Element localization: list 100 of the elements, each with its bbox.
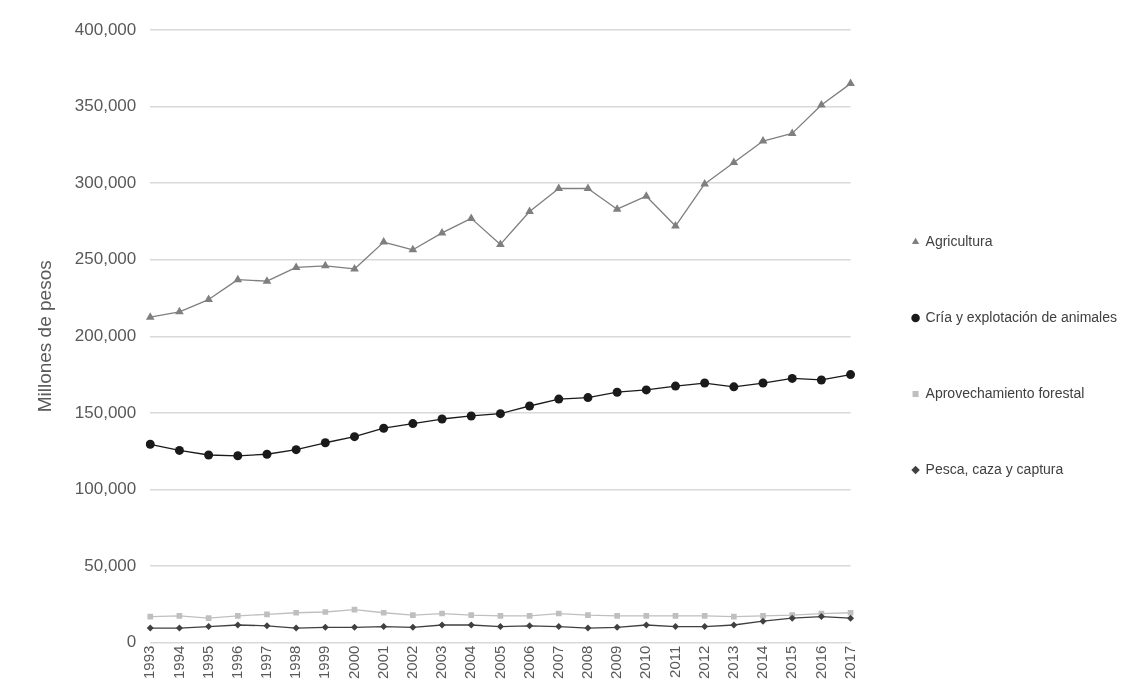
point (350, 263, 359, 272)
legend-label: Agricultura (925, 232, 993, 249)
x-tick-label: 2007 (548, 645, 566, 680)
point (146, 624, 154, 632)
point (234, 613, 241, 619)
point (497, 613, 504, 619)
x-tick-label: 1996 (227, 645, 245, 680)
point (264, 611, 270, 618)
x-tick-label: 2017 (840, 645, 858, 680)
point (760, 613, 766, 619)
point (437, 414, 447, 424)
x-tick-label: 2000 (344, 645, 362, 680)
point (176, 613, 183, 619)
point (555, 610, 562, 617)
x-tick-label: 2010 (636, 645, 654, 680)
point (292, 624, 300, 632)
point (817, 613, 825, 621)
x-tick-label: 2011 (665, 645, 683, 678)
x-tick-label: 2009 (607, 645, 625, 680)
point (787, 373, 797, 383)
point (408, 419, 418, 429)
y-tick-label: 250,000 (74, 249, 137, 269)
point (729, 382, 739, 392)
x-tick-label: 2005 (490, 645, 508, 680)
point (817, 100, 826, 108)
point (700, 378, 710, 388)
point (291, 445, 301, 455)
point (583, 393, 593, 403)
point (613, 623, 621, 631)
y-tick-label: 350,000 (74, 96, 137, 116)
x-tick-label: 1993 (140, 645, 158, 680)
point (233, 451, 243, 461)
point (466, 411, 476, 421)
point (291, 262, 301, 270)
legend-label: Pesca, caza y captura (925, 460, 1064, 477)
point (671, 623, 679, 631)
point (351, 623, 359, 631)
x-tick-label: 1995 (198, 645, 216, 680)
point (758, 378, 768, 388)
legend-label: Aprovechamiento forestal (925, 384, 1085, 401)
point (670, 381, 680, 391)
point (262, 276, 272, 284)
legend-label: Cría y explotación de animales (925, 308, 1117, 325)
point (379, 423, 389, 433)
y-axis-title: Millones de pesos (33, 260, 55, 413)
point (147, 613, 154, 620)
point (758, 136, 768, 144)
point (145, 312, 155, 320)
point (233, 274, 243, 283)
point (614, 613, 620, 619)
point (175, 624, 183, 632)
point (293, 609, 299, 616)
point (730, 621, 738, 629)
x-tick-label: 2003 (432, 645, 450, 680)
point (585, 612, 591, 618)
point (262, 449, 272, 459)
point (787, 128, 797, 136)
point (731, 613, 737, 620)
point (816, 375, 826, 385)
point (583, 183, 593, 192)
point (468, 612, 475, 618)
point (234, 621, 242, 629)
point (321, 623, 329, 631)
point (525, 401, 535, 411)
x-tick-label: 2004 (461, 645, 479, 680)
point (701, 613, 708, 619)
x-tick-label: 2001 (373, 645, 391, 680)
y-tick-label: 50,000 (84, 555, 137, 575)
point (847, 609, 854, 616)
y-tick-label: 0 (126, 632, 137, 652)
point (612, 387, 622, 397)
point (729, 157, 739, 165)
y-tick-label: 100,000 (74, 479, 137, 499)
point (526, 613, 533, 619)
point (641, 385, 651, 395)
x-tick-label: 1998 (286, 645, 304, 680)
x-tick-label: 1997 (257, 645, 275, 680)
point (322, 609, 329, 615)
point (350, 432, 360, 442)
point (642, 621, 650, 629)
point (408, 244, 418, 253)
point (526, 622, 534, 630)
point (175, 306, 184, 315)
point (643, 613, 650, 619)
point (496, 239, 505, 247)
point (438, 621, 446, 629)
point (439, 610, 445, 617)
point (204, 294, 213, 303)
point (205, 615, 212, 621)
point (174, 445, 184, 455)
x-tick-label: 2008 (578, 645, 596, 680)
point (466, 213, 476, 221)
point (495, 409, 505, 419)
point (788, 614, 796, 622)
point (380, 623, 388, 631)
point (525, 206, 534, 214)
point (204, 450, 214, 460)
x-tick-label: 2014 (753, 645, 771, 680)
point (701, 623, 709, 631)
point (671, 221, 680, 229)
